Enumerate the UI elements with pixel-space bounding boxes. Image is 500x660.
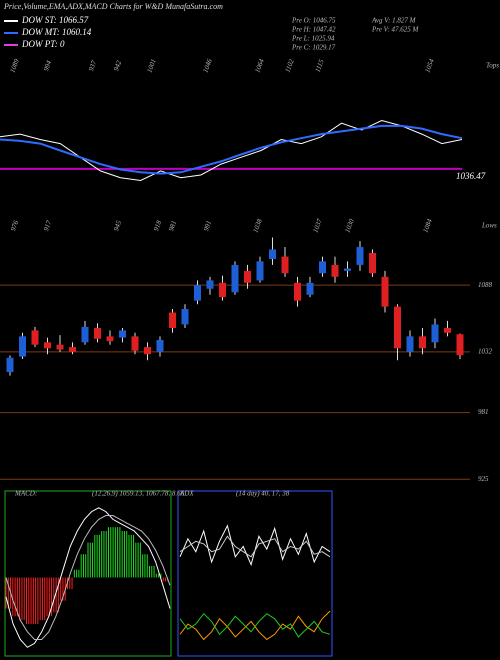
candle-body <box>169 312 176 329</box>
candle-body <box>144 347 151 355</box>
candle-body <box>44 342 51 349</box>
candle-body <box>6 357 14 373</box>
top-label: 942 <box>112 59 123 72</box>
candle-body <box>69 347 76 352</box>
candle-body <box>94 328 101 339</box>
y-tick-label: 981 <box>478 408 489 416</box>
low-label: 918 <box>152 219 163 232</box>
y-tick-label: 1032 <box>478 347 493 355</box>
info-text: Avg V: 1.827 M <box>371 17 417 25</box>
candle-body <box>106 336 114 342</box>
macd-params: (12,26,9) 1059.13, 1067.78, 8.66 <box>92 490 185 498</box>
candle-body <box>31 330 39 345</box>
candle-body <box>281 256 289 274</box>
info-text: Pre H: 1047.42 <box>291 26 336 34</box>
candle-body <box>181 308 189 325</box>
candle-body <box>206 280 214 289</box>
adx-frame <box>177 490 333 657</box>
info-text: Pre C: 1029.17 <box>291 44 336 52</box>
legend-label: DOW PT: 0 <box>21 39 65 49</box>
candle-body <box>131 336 139 351</box>
candle-body <box>119 330 126 338</box>
candle-body <box>156 339 164 352</box>
legend-label: DOW MT: 1060.14 <box>21 27 92 37</box>
level-label: 1036.47 <box>456 171 486 181</box>
price-line <box>0 119 463 182</box>
candle-body <box>344 268 351 271</box>
adx-line <box>179 535 331 558</box>
legend-label: DOW ST: 1066.57 <box>21 15 89 25</box>
y-tick-label: 1088 <box>478 281 493 289</box>
price-line <box>0 124 463 175</box>
candle-body <box>319 261 326 274</box>
candle-body <box>331 264 339 277</box>
info-text: Pre V: 47.625 M <box>371 26 419 34</box>
candle-body <box>294 282 301 301</box>
top-label: 994 <box>42 59 53 72</box>
candle-body <box>456 334 464 356</box>
low-label: 981 <box>167 220 178 233</box>
candle-body <box>394 306 401 349</box>
candle-body <box>356 247 364 265</box>
adx-params: (14 day) 40, 17, 38 <box>236 490 290 498</box>
info-text: Pre O: 1046.75 <box>291 17 336 25</box>
info-text: Pre L: 1025.94 <box>291 35 335 43</box>
candle-body <box>431 324 439 343</box>
candle-body <box>244 270 251 283</box>
candle-body <box>194 285 201 301</box>
low-label: 945 <box>112 219 123 232</box>
candle-body <box>419 336 426 349</box>
page-title: Price,Volume,EMA,ADX,MACD Charts for W&D… <box>3 2 223 11</box>
candle-body <box>56 344 64 350</box>
candle-body <box>256 261 264 281</box>
tops-label: Tops <box>486 62 499 70</box>
candle-body <box>81 326 89 343</box>
lows-label: Lows <box>481 222 497 230</box>
candle-body <box>306 282 314 295</box>
top-label: 937 <box>87 59 98 72</box>
candle-body <box>369 253 376 274</box>
low-label: 991 <box>202 220 213 233</box>
candle-body <box>19 336 26 357</box>
adx-title: ADX <box>179 490 194 498</box>
y-tick-label: 925 <box>478 475 489 483</box>
macd-title: MACD: <box>14 490 37 498</box>
adx-line <box>179 612 331 638</box>
candle-body <box>231 264 239 293</box>
candle-body <box>381 276 389 307</box>
macd-line <box>5 515 171 640</box>
low-label: 917 <box>42 219 53 232</box>
candle-body <box>444 328 451 333</box>
candle-body <box>269 249 276 259</box>
candle-body <box>219 282 226 298</box>
macd-line <box>5 507 171 648</box>
low-label: 976 <box>9 219 20 232</box>
candle-body <box>406 336 414 352</box>
